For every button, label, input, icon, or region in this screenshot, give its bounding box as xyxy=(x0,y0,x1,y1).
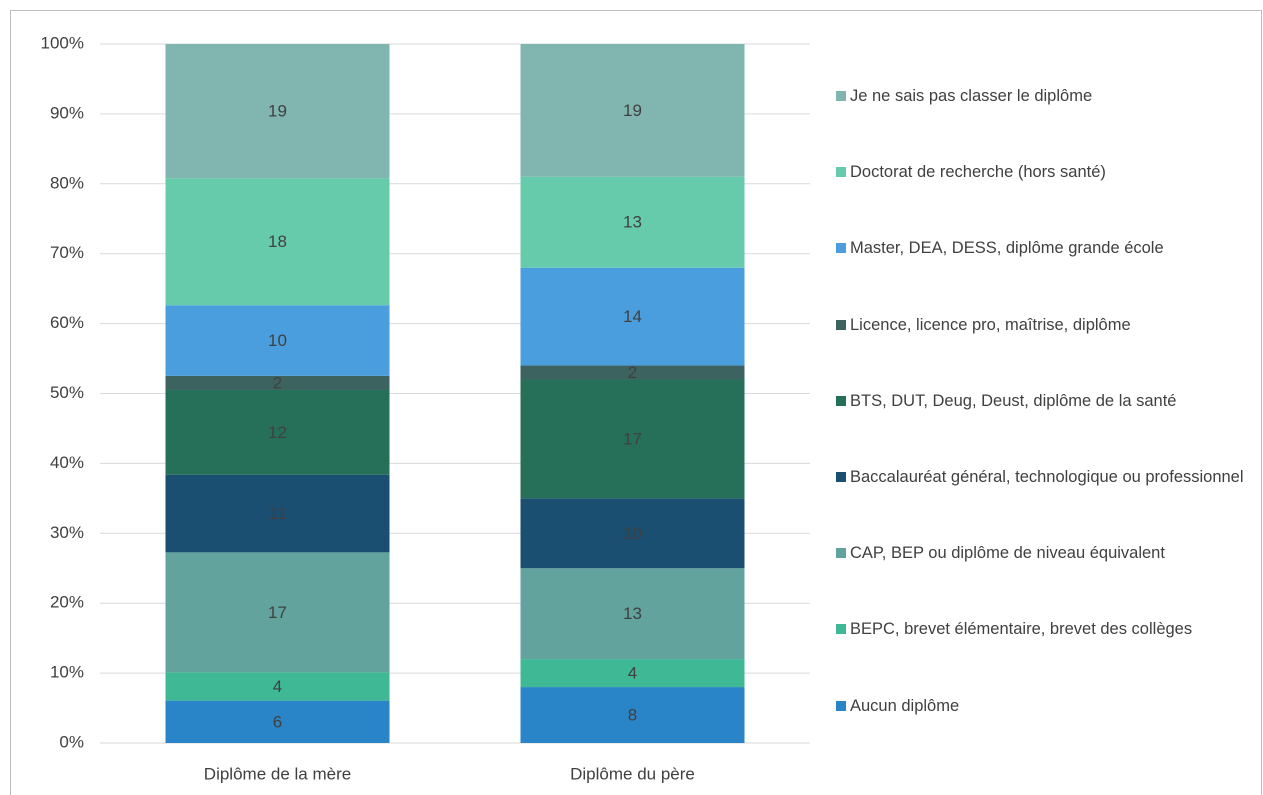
data-label: 4 xyxy=(628,664,637,683)
data-label: 13 xyxy=(623,213,642,232)
legend-item: Aucun diplôme xyxy=(836,693,1256,719)
legend-swatch xyxy=(836,319,846,330)
y-tick-label: 100% xyxy=(41,33,84,52)
y-tick-label: 50% xyxy=(50,383,84,402)
data-label: 6 xyxy=(273,712,282,731)
data-label: 17 xyxy=(623,429,642,448)
data-label: 4 xyxy=(273,677,282,696)
data-label: 8 xyxy=(628,706,637,725)
legend-swatch xyxy=(836,624,846,635)
data-label: 17 xyxy=(268,603,287,622)
bar-segment xyxy=(165,178,390,306)
bar-segment xyxy=(165,700,390,743)
legend-label: Doctorat de recherche (hors santé) xyxy=(850,163,1106,182)
bar-segment xyxy=(520,498,745,569)
legend-label: CAP, BEP ou diplôme de niveau équivalent xyxy=(850,544,1165,563)
legend-item: BTS, DUT, Deug, Deust, diplôme de la san… xyxy=(836,388,1256,414)
data-label: 12 xyxy=(268,423,287,442)
chart-frame xyxy=(10,10,1262,795)
y-tick-label: 10% xyxy=(50,663,84,682)
legend-swatch xyxy=(836,167,846,178)
y-tick-label: 40% xyxy=(50,453,84,472)
data-label: 19 xyxy=(623,101,642,120)
bar-segment xyxy=(520,379,745,499)
legend-label: BTS, DUT, Deug, Deust, diplôme de la san… xyxy=(850,391,1177,410)
bar-segment xyxy=(520,365,745,380)
bar-segment xyxy=(520,44,745,177)
data-label: 10 xyxy=(268,331,287,350)
data-label: 14 xyxy=(623,307,642,326)
legend-item: Doctorat de recherche (hors santé) xyxy=(836,159,1256,185)
legend-item: BEPC, brevet élémentaire, brevet des col… xyxy=(836,616,1256,642)
y-tick-label: 0% xyxy=(59,732,84,751)
legend-item: Master, DEA, DESS, diplôme grande école xyxy=(836,235,1256,261)
bar-segment xyxy=(165,44,390,179)
y-tick-label: 20% xyxy=(50,593,84,612)
legend-swatch xyxy=(836,395,846,406)
y-tick-label: 70% xyxy=(50,243,84,262)
bar-segment xyxy=(520,176,745,268)
data-label: 11 xyxy=(269,504,287,523)
legend-swatch xyxy=(836,548,846,559)
legend-label: Licence, licence pro, maîtrise, diplôme xyxy=(850,315,1131,334)
data-label: 13 xyxy=(623,604,642,623)
bar-segment xyxy=(165,552,390,673)
legend-swatch xyxy=(836,91,846,101)
y-tick-label: 60% xyxy=(50,313,84,332)
legend-item: Baccalauréat général, technologique ou p… xyxy=(836,464,1256,490)
x-tick-label: Diplôme du père xyxy=(570,764,695,783)
y-tick-label: 80% xyxy=(50,173,84,192)
data-label: 2 xyxy=(628,363,637,382)
bar-segment xyxy=(165,375,390,390)
legend-label: BEPC, brevet élémentaire, brevet des col… xyxy=(850,620,1193,639)
legend-label: Aucun diplôme xyxy=(850,696,960,715)
x-tick-label: Diplôme de la mère xyxy=(204,764,351,783)
legend-item: Je ne sais pas classer le diplôme xyxy=(836,83,1256,109)
legend-swatch xyxy=(836,472,846,482)
legend-swatch xyxy=(836,243,846,254)
y-tick-label: 30% xyxy=(50,523,84,542)
data-label: 2 xyxy=(273,373,282,392)
legend-item: Licence, licence pro, maîtrise, diplôme xyxy=(836,312,1256,338)
bar-segment xyxy=(165,389,390,475)
bar-segment xyxy=(520,267,745,366)
bar-segment xyxy=(165,672,390,701)
legend-label: Je ne sais pas classer le diplôme xyxy=(850,87,1093,105)
data-label: 19 xyxy=(268,102,287,121)
y-tick-label: 90% xyxy=(50,103,84,122)
legend-item: CAP, BEP ou diplôme de niveau équivalent xyxy=(836,540,1256,566)
legend-label: Master, DEA, DESS, diplôme grande école xyxy=(850,239,1164,258)
legend-label: Baccalauréat général, technologique ou p… xyxy=(850,468,1244,486)
bar-segment xyxy=(165,474,390,553)
data-label: 18 xyxy=(268,232,287,251)
bar-segment xyxy=(520,687,745,743)
data-label: 10 xyxy=(623,524,642,543)
bar-segment xyxy=(520,659,745,688)
bar-segment xyxy=(165,305,390,376)
legend-swatch xyxy=(836,700,846,711)
bar-segment xyxy=(520,568,745,660)
